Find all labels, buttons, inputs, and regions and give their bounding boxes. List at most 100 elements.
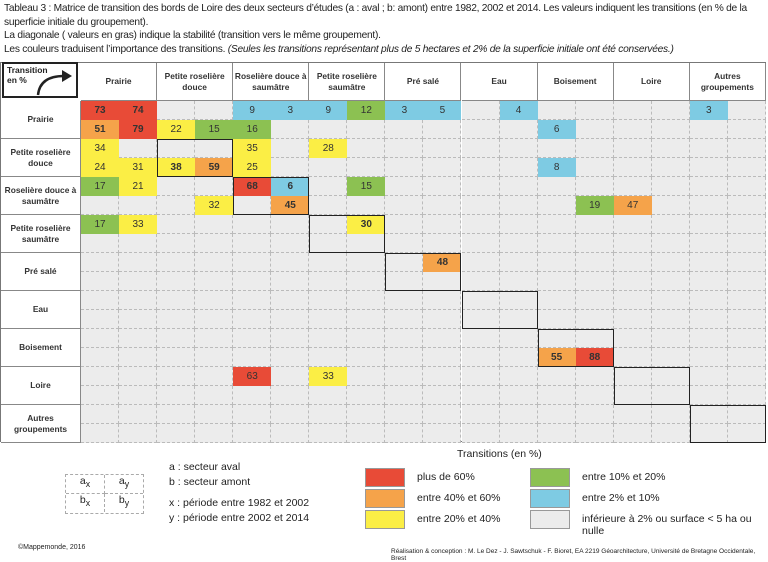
empty-cell (119, 291, 158, 310)
caption-line-2: La diagonale ( valeurs en gras) indique … (4, 30, 381, 41)
empty-cell (689, 310, 728, 329)
empty-cell (423, 158, 462, 177)
empty-cell (461, 329, 500, 348)
empty-cell (271, 120, 310, 139)
empty-cell (651, 424, 690, 443)
empty-cell (309, 253, 348, 272)
empty-cell (195, 405, 234, 424)
empty-cell (537, 177, 576, 196)
empty-cell (157, 272, 196, 291)
empty-cell (727, 424, 766, 443)
empty-cell (233, 234, 272, 253)
column-header: Roselière douce à saumâtre (233, 63, 310, 101)
empty-cell (271, 158, 310, 177)
empty-cell (195, 424, 234, 443)
row-header: Prairie (1, 101, 81, 139)
row-header: Eau (1, 291, 81, 329)
empty-cell (157, 196, 196, 215)
empty-cell (271, 329, 310, 348)
matrix-value: 6 (537, 120, 576, 139)
empty-cell (651, 310, 690, 329)
empty-cell (689, 120, 728, 139)
empty-cell (233, 329, 272, 348)
empty-cell (119, 310, 158, 329)
empty-cell (575, 120, 614, 139)
column-header: Petite roselière saumâtre (309, 63, 386, 101)
matrix-value: 17 (81, 215, 120, 234)
matrix-value: 33 (309, 367, 348, 386)
empty-cell (537, 424, 576, 443)
empty-cell (233, 272, 272, 291)
row-header: Boisement (1, 329, 81, 367)
empty-cell (461, 386, 500, 405)
empty-cell (613, 405, 652, 424)
matrix-value: 35 (233, 139, 272, 158)
empty-cell (689, 139, 728, 158)
empty-cell (271, 234, 310, 253)
empty-cell (385, 215, 424, 234)
empty-cell (461, 101, 500, 120)
empty-cell (575, 253, 614, 272)
matrix-value: 34 (81, 139, 120, 158)
empty-cell (651, 177, 690, 196)
empty-cell (499, 215, 538, 234)
empty-cell (689, 348, 728, 367)
empty-cell (347, 424, 386, 443)
corner-label-text: Transition en % (7, 65, 48, 85)
empty-cell (385, 177, 424, 196)
matrix-value: 22 (157, 120, 196, 139)
key-ay: ay (105, 475, 143, 494)
caption-line-3: Les couleurs traduisent l’importance des… (4, 43, 228, 55)
column-header: Boisement (537, 63, 614, 101)
empty-cell (727, 139, 766, 158)
empty-cell (689, 234, 728, 253)
empty-cell (651, 196, 690, 215)
empty-cell (195, 329, 234, 348)
caption-line-1: Tableau 3 : Matrice de transition des bo… (4, 3, 747, 28)
empty-cell (385, 196, 424, 215)
empty-cell (119, 405, 158, 424)
matrix-value: 16 (233, 120, 272, 139)
matrix-value: 88 (575, 348, 614, 367)
empty-cell (727, 310, 766, 329)
empty-cell (651, 272, 690, 291)
empty-cell (157, 215, 196, 234)
empty-cell (423, 424, 462, 443)
empty-cell (81, 253, 120, 272)
credits: Réalisation & conception : M. Le Dez - J… (391, 548, 756, 562)
empty-cell (233, 310, 272, 329)
empty-cell (347, 348, 386, 367)
note-x: x : période entre 1982 et 2002 (169, 497, 310, 509)
empty-cell (81, 386, 120, 405)
matrix-value: 28 (309, 139, 348, 158)
empty-cell (651, 405, 690, 424)
matrix-value: 74 (119, 101, 158, 120)
empty-cell (81, 367, 120, 386)
empty-cell (727, 120, 766, 139)
empty-cell (271, 253, 310, 272)
empty-cell (499, 291, 538, 310)
legend-swatch-grey (530, 510, 570, 529)
copyright: ©Mappemonde, 2016 (18, 544, 86, 551)
empty-cell (119, 329, 158, 348)
empty-cell (347, 291, 386, 310)
matrix-value: 30 (347, 215, 386, 234)
empty-cell (689, 196, 728, 215)
empty-cell (233, 386, 272, 405)
matrix-value: 9 (309, 101, 348, 120)
empty-cell (347, 272, 386, 291)
empty-cell (613, 215, 652, 234)
empty-cell (461, 177, 500, 196)
empty-cell (81, 291, 120, 310)
empty-cell (499, 120, 538, 139)
matrix-value: 31 (119, 158, 158, 177)
empty-cell (195, 177, 234, 196)
row-header: Loire (1, 367, 81, 405)
empty-cell (613, 310, 652, 329)
legend-label: entre 40% et 60% (417, 492, 501, 504)
empty-cell (727, 272, 766, 291)
empty-cell (233, 424, 272, 443)
notes: a : secteur aval b : secteur amont x : p… (169, 460, 309, 526)
empty-cell (651, 215, 690, 234)
row-header: Autres groupements (1, 405, 81, 443)
